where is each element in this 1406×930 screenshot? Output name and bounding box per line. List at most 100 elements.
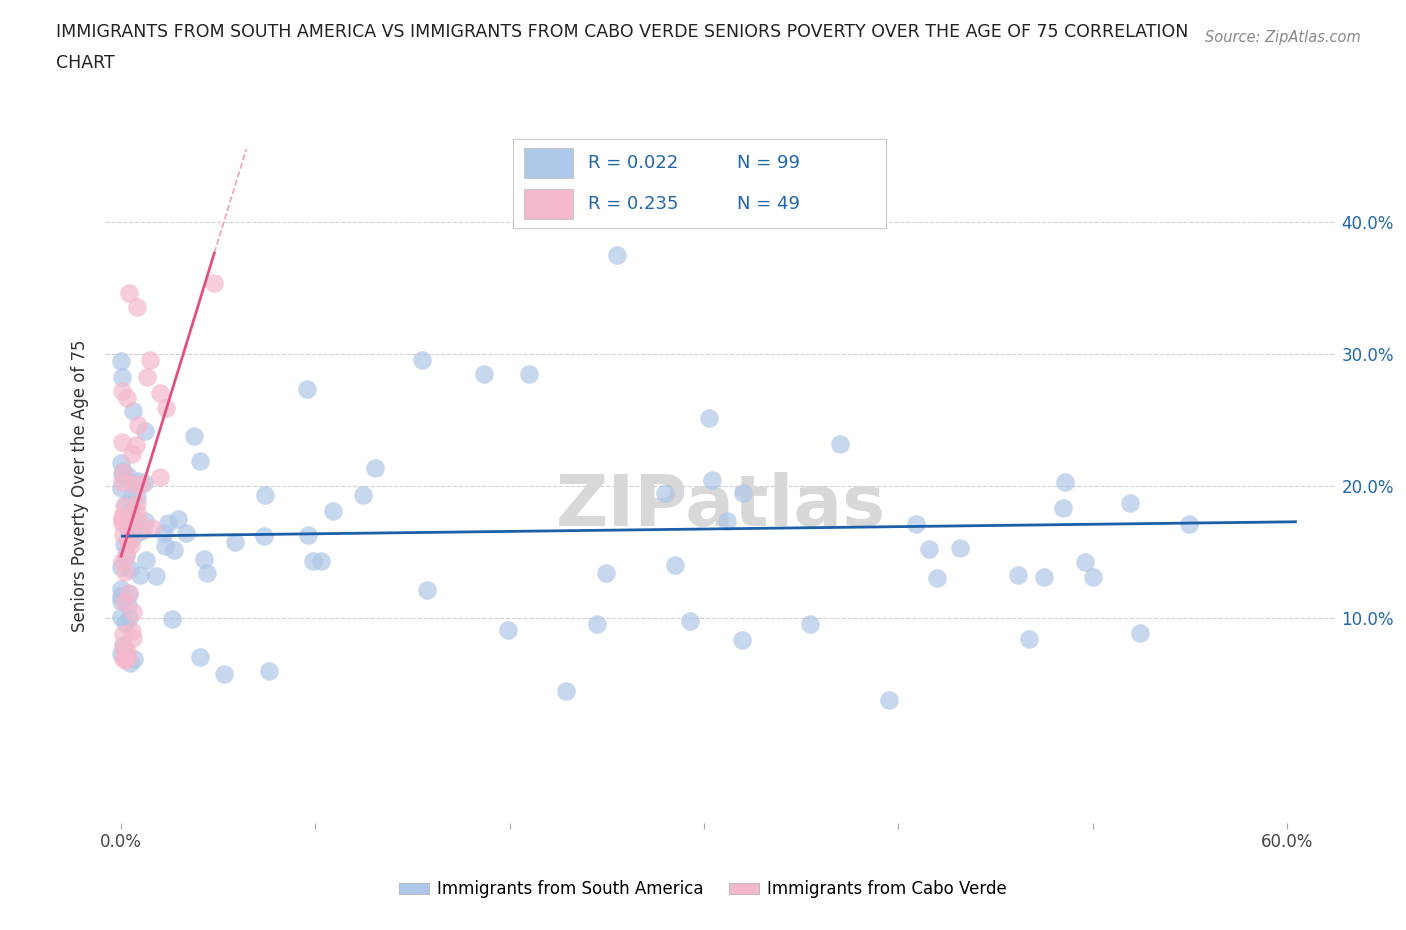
Point <box>411 352 433 367</box>
Point <box>799 616 821 631</box>
Point <box>1033 570 1056 585</box>
Point <box>145 568 167 583</box>
Point <box>125 489 148 504</box>
Point <box>134 513 156 528</box>
Point <box>118 586 141 601</box>
Point <box>114 547 136 562</box>
Point <box>121 631 143 645</box>
Point <box>585 617 607 631</box>
Point <box>1018 631 1040 646</box>
Point <box>253 529 276 544</box>
Point <box>188 454 211 469</box>
Point <box>114 498 136 513</box>
Point <box>111 434 134 449</box>
Point <box>112 627 135 642</box>
Point <box>112 466 135 481</box>
Point <box>127 418 149 432</box>
Point <box>110 581 132 596</box>
Point <box>110 560 132 575</box>
Point <box>114 646 136 661</box>
Point <box>114 616 136 631</box>
Point <box>111 475 134 490</box>
FancyBboxPatch shape <box>524 149 572 179</box>
Point <box>904 516 927 531</box>
Point <box>120 538 142 552</box>
Point <box>166 512 188 526</box>
Point <box>188 650 211 665</box>
Point <box>474 366 496 381</box>
Point <box>125 300 148 315</box>
Point <box>114 650 136 665</box>
Point <box>122 604 145 619</box>
Point <box>135 552 157 567</box>
Point <box>121 529 143 544</box>
Point <box>110 589 132 604</box>
Point <box>1081 570 1104 585</box>
Point <box>122 476 145 491</box>
Point <box>129 477 152 492</box>
Text: R = 0.235: R = 0.235 <box>588 195 678 213</box>
Point <box>1054 474 1077 489</box>
Point <box>120 655 142 670</box>
Point <box>117 468 139 483</box>
Point <box>117 650 139 665</box>
Point <box>121 446 143 461</box>
Point <box>949 540 972 555</box>
Point <box>114 549 136 564</box>
Point <box>121 488 143 503</box>
Point <box>134 424 156 439</box>
Point <box>117 610 139 625</box>
Point <box>111 640 134 655</box>
Point <box>115 391 138 405</box>
Point <box>124 519 146 534</box>
Point <box>114 653 136 668</box>
Point <box>309 553 332 568</box>
Point <box>1129 626 1152 641</box>
Point <box>112 526 135 541</box>
Point <box>118 534 141 549</box>
Text: N = 99: N = 99 <box>737 154 800 172</box>
Point <box>555 684 578 698</box>
Point <box>110 646 132 661</box>
Point <box>224 535 246 550</box>
Point <box>125 437 148 452</box>
Point <box>114 565 136 579</box>
Point <box>297 527 319 542</box>
Point <box>163 542 186 557</box>
Point <box>120 561 142 576</box>
Text: N = 49: N = 49 <box>737 195 800 213</box>
Point <box>118 526 141 541</box>
Point <box>111 650 134 665</box>
Point <box>110 609 132 624</box>
Point <box>253 488 276 503</box>
Point <box>295 382 318 397</box>
Point <box>117 524 139 538</box>
Point <box>112 594 135 609</box>
Point <box>595 566 617 581</box>
Point <box>364 460 387 475</box>
Point <box>111 465 134 480</box>
Point <box>111 554 134 569</box>
Point <box>111 516 134 531</box>
Point <box>141 521 163 536</box>
Point <box>174 525 197 540</box>
Point <box>156 515 179 530</box>
Point <box>416 582 439 597</box>
Point <box>654 485 676 500</box>
Point <box>117 598 139 613</box>
Point <box>110 354 132 369</box>
Point <box>212 667 235 682</box>
Point <box>121 623 143 638</box>
Point <box>183 429 205 444</box>
Point <box>702 472 724 487</box>
Point <box>111 637 134 652</box>
Text: CHART: CHART <box>56 54 115 72</box>
Point <box>118 523 141 538</box>
Point <box>918 541 941 556</box>
Point <box>193 552 215 567</box>
Point <box>149 386 172 401</box>
Point <box>120 512 142 526</box>
Point <box>110 456 132 471</box>
Text: Source: ZipAtlas.com: Source: ZipAtlas.com <box>1205 30 1361 45</box>
Legend: Immigrants from South America, Immigrants from Cabo Verde: Immigrants from South America, Immigrant… <box>392 873 1014 905</box>
